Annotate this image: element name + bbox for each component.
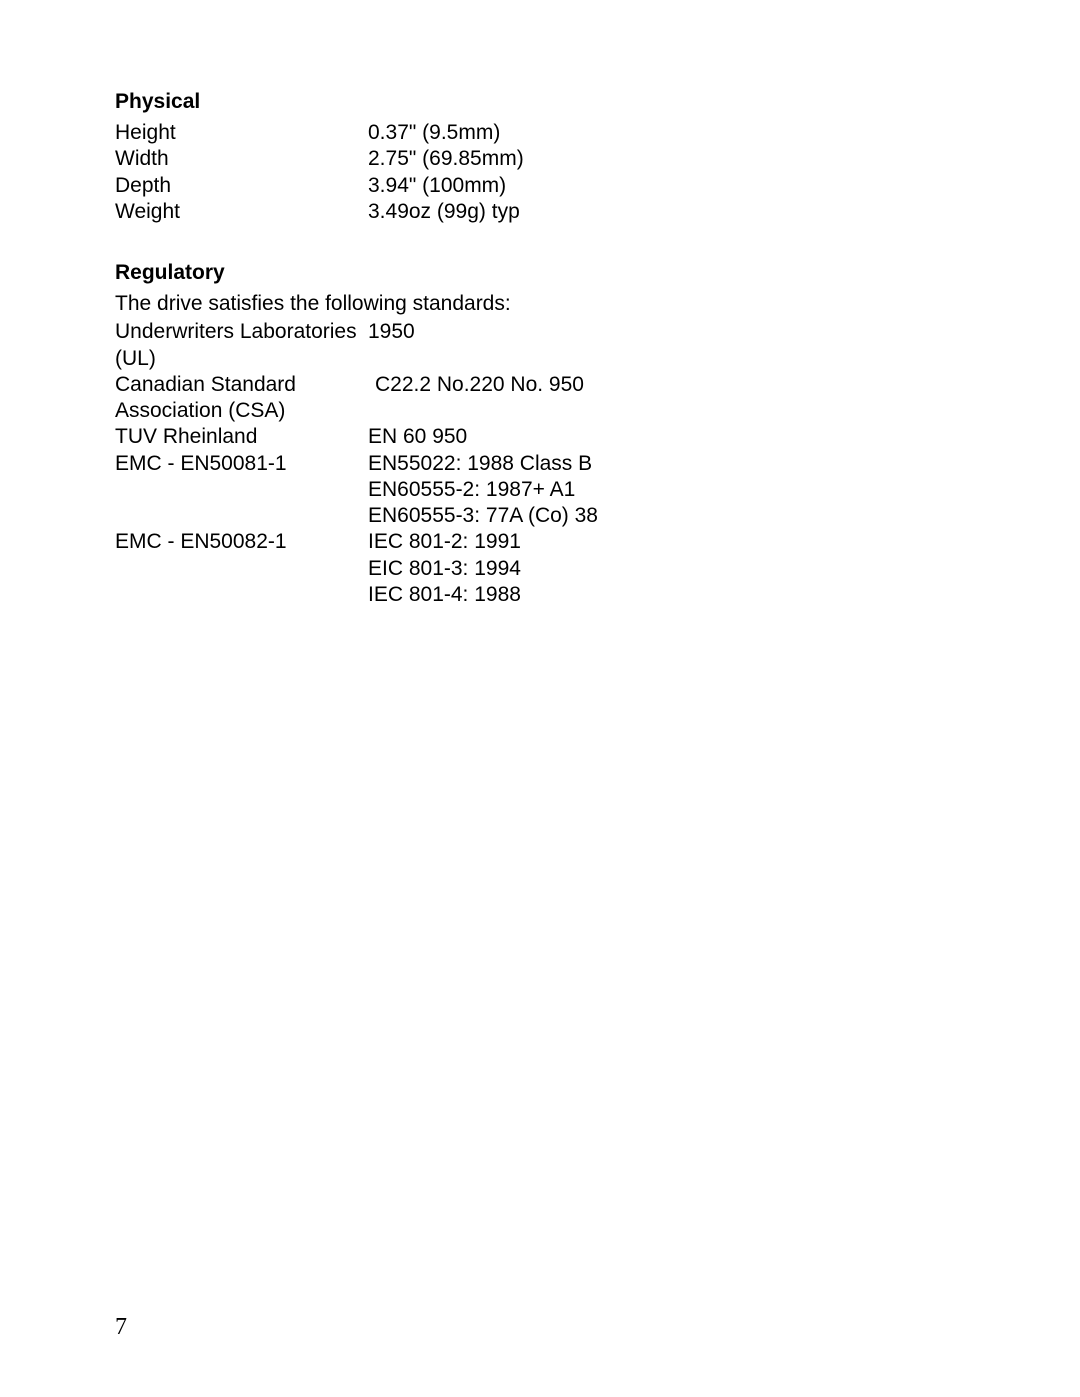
spec-value: EN 60 950 (368, 424, 467, 450)
spec-label: Width (115, 146, 368, 172)
spec-label (115, 477, 368, 503)
spec-row: Depth 3.94" (100mm) (115, 173, 1080, 199)
spec-value: 3.94" (100mm) (368, 173, 506, 199)
spec-row: Height 0.37" (9.5mm) (115, 120, 1080, 146)
spec-row: EMC - EN50081-1 EN55022: 1988 Class B (115, 451, 1080, 477)
regulatory-intro: The drive satisfies the following standa… (115, 291, 1080, 317)
spec-label: Underwriters Laboratories (UL) (115, 319, 368, 372)
spec-value: EN60555-3: 77A (Co) 38 (368, 503, 598, 529)
spec-label (115, 582, 368, 608)
page-number: 7 (115, 1314, 127, 1341)
spec-value: EN60555-2: 1987+ A1 (368, 477, 575, 503)
spec-label: Canadian Standard Association (CSA) (115, 372, 375, 425)
spec-value: EN55022: 1988 Class B (368, 451, 592, 477)
spec-label: Weight (115, 199, 368, 225)
spec-value: C22.2 No.220 No. 950 (375, 372, 584, 425)
spec-label: Depth (115, 173, 368, 199)
spec-label: EMC - EN50081-1 (115, 451, 368, 477)
spec-row: TUV Rheinland EN 60 950 (115, 424, 1080, 450)
document-page: Physical Height 0.37" (9.5mm) Width 2.75… (0, 0, 1080, 1397)
spec-row: Underwriters Laboratories (UL) 1950 (115, 319, 1080, 372)
spec-label: TUV Rheinland (115, 424, 368, 450)
spec-row: IEC 801-4: 1988 (115, 582, 1080, 608)
spec-value: IEC 801-4: 1988 (368, 582, 521, 608)
spec-label (115, 503, 368, 529)
spec-row: EIC 801-3: 1994 (115, 556, 1080, 582)
spec-value: EIC 801-3: 1994 (368, 556, 521, 582)
spec-row: EMC - EN50082-1 IEC 801-2: 1991 (115, 529, 1080, 555)
spec-label: EMC - EN50082-1 (115, 529, 368, 555)
spec-value: IEC 801-2: 1991 (368, 529, 521, 555)
spec-value: 3.49oz (99g) typ (368, 199, 520, 225)
spec-row: Width 2.75" (69.85mm) (115, 146, 1080, 172)
spec-value: 1950 (368, 319, 415, 372)
spec-row: Weight 3.49oz (99g) typ (115, 199, 1080, 225)
spec-label: Height (115, 120, 368, 146)
spec-row: Canadian Standard Association (CSA) C22.… (115, 372, 1080, 425)
spec-label (115, 556, 368, 582)
spec-value: 2.75" (69.85mm) (368, 146, 524, 172)
physical-heading: Physical (115, 90, 1080, 114)
regulatory-heading: Regulatory (115, 261, 1080, 285)
spec-row: EN60555-2: 1987+ A1 (115, 477, 1080, 503)
spec-row: EN60555-3: 77A (Co) 38 (115, 503, 1080, 529)
spec-value: 0.37" (9.5mm) (368, 120, 500, 146)
